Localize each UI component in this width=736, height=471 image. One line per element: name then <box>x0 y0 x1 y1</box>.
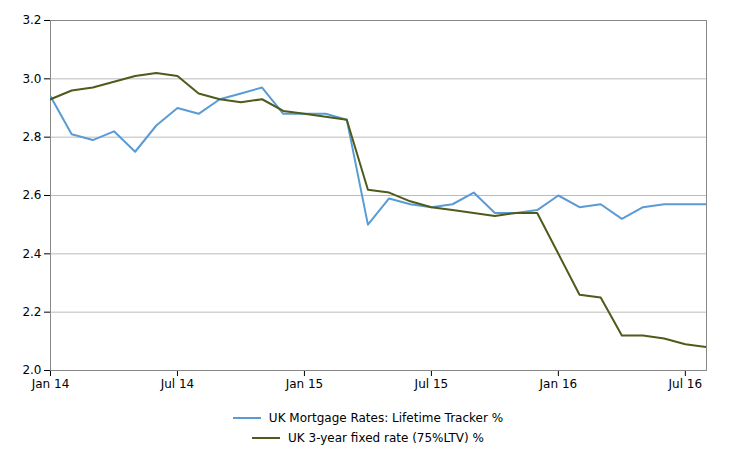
svg-text:2.6: 2.6 <box>22 188 41 202</box>
svg-text:3.0: 3.0 <box>22 72 41 86</box>
svg-text:3.2: 3.2 <box>22 13 41 27</box>
svg-text:2.4: 2.4 <box>22 247 41 261</box>
svg-text:2.8: 2.8 <box>22 130 41 144</box>
svg-text:Jan 14: Jan 14 <box>31 377 70 391</box>
svg-text:Jul 14: Jul 14 <box>160 377 195 391</box>
svg-text:Jan 16: Jan 16 <box>539 377 578 391</box>
svg-text:Jul 16: Jul 16 <box>668 377 703 391</box>
html-text:UK Mortgage Rates: Lifetime Tr: UK Mortgage Rates: Lifetime Tracker % <box>268 411 504 425</box>
svg-text:Jul 15: Jul 15 <box>414 377 449 391</box>
html-text:UK 3-year fixed rate (75%LTV): UK 3-year fixed rate (75%LTV) % <box>288 431 484 445</box>
svg-text:2.2: 2.2 <box>22 305 41 319</box>
svg-text:Jan 15: Jan 15 <box>285 377 324 391</box>
svg-text:2.0: 2.0 <box>22 363 41 377</box>
